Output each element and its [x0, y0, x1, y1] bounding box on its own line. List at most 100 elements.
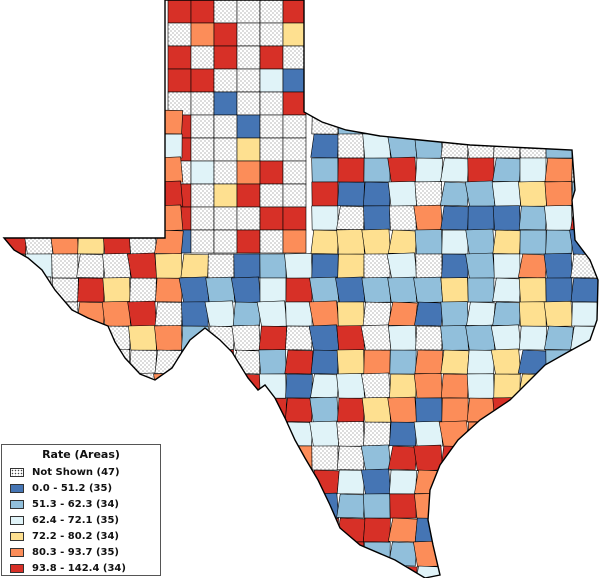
county-area	[102, 229, 131, 255]
county-area	[517, 349, 548, 375]
legend-swatch	[10, 563, 24, 573]
county-area	[361, 372, 392, 400]
county-area	[206, 541, 236, 567]
county-area	[49, 204, 80, 232]
county-area	[311, 205, 339, 231]
county-area	[310, 565, 340, 578]
county-area	[441, 397, 469, 423]
county-area	[259, 0, 284, 24]
county-area	[440, 493, 470, 519]
county-area	[491, 517, 522, 543]
county-area	[336, 349, 365, 375]
county-area	[190, 45, 215, 70]
county-area	[285, 469, 313, 495]
county-area	[50, 157, 79, 183]
county-area	[491, 108, 522, 136]
county-area	[76, 253, 106, 279]
county-area	[233, 253, 261, 279]
county-area	[360, 324, 392, 352]
county-area	[337, 181, 365, 207]
county-area	[179, 516, 209, 543]
legend-swatch	[10, 467, 24, 477]
county-area	[464, 180, 496, 208]
county-area	[309, 276, 340, 304]
county-area	[415, 325, 443, 351]
county-area	[517, 468, 547, 495]
county-area	[363, 541, 391, 567]
county-area	[258, 349, 287, 375]
county-area	[570, 205, 598, 231]
legend-item-class-6: 93.8 - 142.4 (34)	[10, 561, 126, 575]
county-area	[388, 325, 417, 351]
county-area	[544, 157, 574, 183]
county-area	[77, 229, 105, 255]
county-area	[544, 205, 573, 231]
county-area	[4, 109, 27, 135]
county-area	[102, 253, 131, 279]
county-area	[441, 253, 469, 279]
county-area	[569, 564, 598, 578]
county-area	[519, 157, 547, 183]
county-area	[180, 253, 210, 279]
county-area	[282, 45, 307, 70]
county-area	[153, 372, 184, 400]
county-area	[101, 300, 131, 327]
county-area	[205, 420, 235, 447]
county-area	[492, 421, 522, 447]
county-area	[284, 565, 314, 578]
county-area	[518, 301, 547, 327]
county-area	[544, 325, 574, 351]
county-area	[596, 493, 598, 519]
county-area	[336, 421, 365, 447]
county-area	[259, 137, 284, 162]
county-area	[103, 205, 131, 231]
county-area	[413, 372, 443, 399]
county-area	[311, 253, 339, 279]
county-area	[258, 325, 288, 351]
county-area	[258, 493, 288, 519]
county-area	[518, 565, 548, 578]
county-area	[213, 91, 238, 116]
county-area	[389, 109, 417, 135]
county-area	[258, 421, 288, 447]
county-area	[389, 349, 417, 375]
county-area	[467, 277, 495, 303]
county-area	[101, 132, 131, 159]
county-area	[336, 205, 366, 231]
county-area	[465, 228, 495, 255]
county-area	[570, 349, 598, 375]
county-area	[76, 397, 106, 423]
county-area	[337, 157, 365, 183]
county-area	[545, 373, 573, 399]
county-area	[465, 492, 495, 519]
county-area	[362, 565, 392, 578]
county-area	[493, 565, 521, 578]
county-area	[282, 183, 307, 208]
county-area	[282, 516, 314, 544]
county-area	[309, 420, 340, 448]
county-area	[415, 397, 443, 423]
county-area	[4, 205, 27, 231]
county-area	[545, 493, 573, 519]
county-area	[545, 277, 573, 303]
county-area	[518, 205, 548, 231]
county-area	[596, 301, 598, 327]
county-area	[414, 133, 443, 159]
county-area	[596, 421, 598, 447]
county-area	[257, 516, 287, 543]
county-area	[543, 252, 573, 279]
county-area	[387, 156, 418, 183]
county-area	[259, 445, 287, 471]
legend-title: Rate (Areas)	[42, 448, 120, 461]
county-area	[440, 277, 469, 303]
county-area	[233, 421, 261, 447]
county-area	[441, 517, 469, 543]
county-area	[232, 493, 262, 519]
county-area	[284, 349, 314, 375]
county-area	[492, 157, 522, 183]
county-area	[23, 228, 54, 256]
county-area	[571, 493, 598, 519]
county-area	[236, 183, 261, 208]
county-area	[207, 469, 235, 495]
county-area	[4, 181, 27, 207]
